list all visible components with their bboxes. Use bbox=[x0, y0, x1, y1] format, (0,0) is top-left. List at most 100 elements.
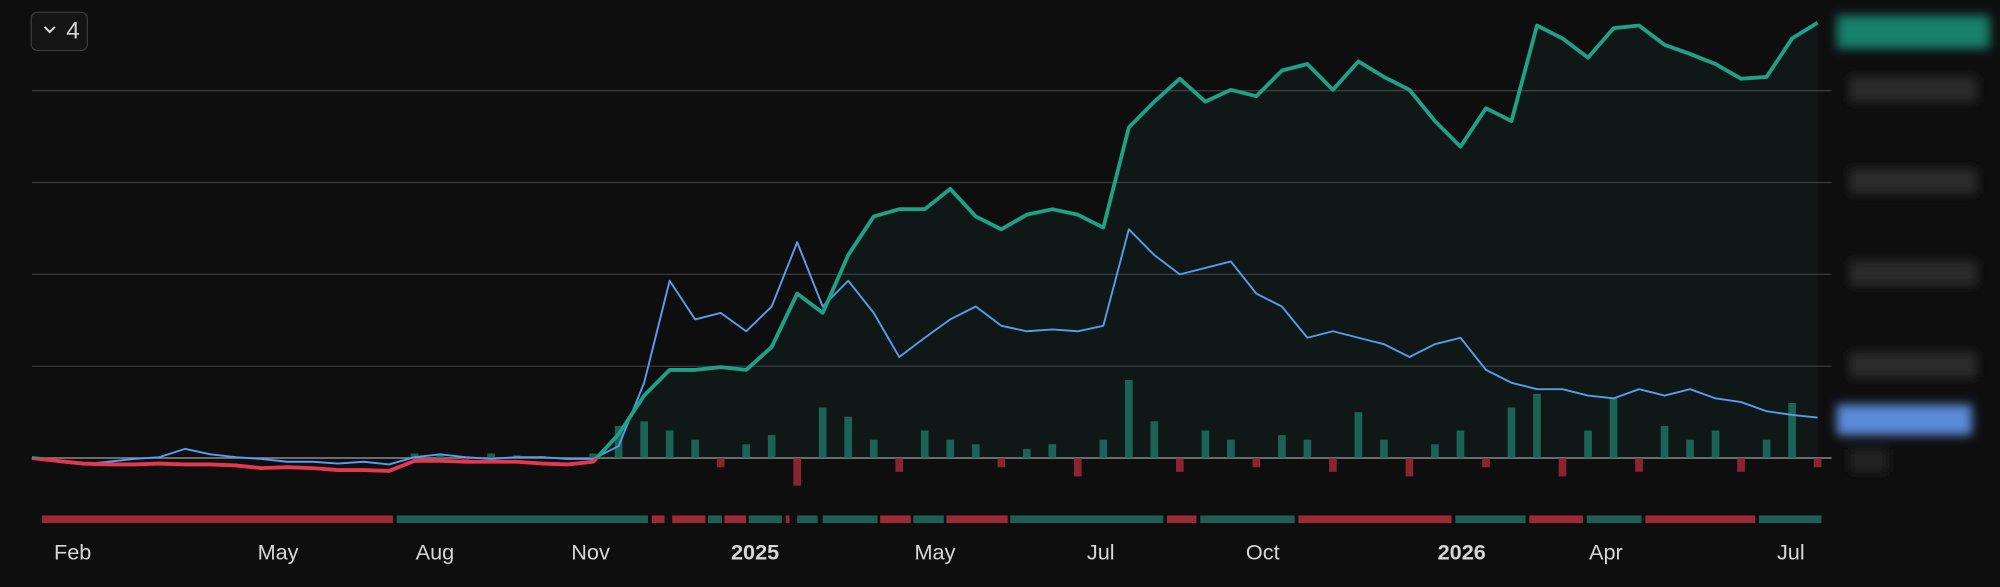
plot-area: Feb May Aug Nov 2025 May Jul Oct 2026 Apr Jul bbox=[31, 21, 1832, 564]
volume-bar bbox=[946, 439, 955, 459]
volume-bar bbox=[1278, 435, 1286, 459]
volume-bar bbox=[665, 430, 674, 459]
volume-bar bbox=[1533, 393, 1541, 459]
volume-bar bbox=[920, 430, 929, 459]
axis-label-blurred bbox=[1849, 352, 1978, 378]
volume-bar bbox=[1354, 412, 1363, 459]
x-tick-label: May bbox=[914, 539, 955, 564]
regime-band bbox=[822, 515, 878, 524]
regime-band bbox=[1167, 515, 1197, 524]
x-tick-label: Feb bbox=[54, 539, 91, 564]
volume-bar bbox=[997, 458, 1006, 468]
volume-bar bbox=[1609, 398, 1618, 459]
axis-label-blurred bbox=[1849, 449, 1888, 473]
volume-bar bbox=[869, 439, 878, 459]
volume-bar bbox=[1788, 402, 1796, 459]
x-tick-label: Oct bbox=[1246, 539, 1280, 564]
volume-bar bbox=[793, 458, 802, 486]
volume-bar bbox=[767, 435, 776, 459]
volume-bar bbox=[1201, 430, 1210, 459]
volume-bar bbox=[742, 444, 750, 459]
regime-band bbox=[785, 515, 790, 524]
regime-band bbox=[913, 515, 944, 524]
x-tick-label: 2026 bbox=[1438, 539, 1486, 564]
volume-bar bbox=[1482, 458, 1490, 468]
volume-bar bbox=[1456, 430, 1465, 459]
volume-bar bbox=[461, 458, 470, 461]
volume-bar bbox=[1150, 421, 1159, 459]
volume-bar bbox=[1303, 439, 1312, 459]
volume-bar bbox=[1762, 439, 1771, 459]
volume-bar bbox=[1380, 439, 1388, 459]
volume-bar bbox=[895, 458, 904, 472]
volume-bar bbox=[640, 421, 648, 459]
regime-band bbox=[1758, 515, 1822, 524]
volume-bar bbox=[1073, 458, 1082, 477]
regime-band bbox=[946, 515, 1008, 524]
volume-bar bbox=[1405, 458, 1414, 477]
regime-band bbox=[748, 515, 782, 524]
volume-bar bbox=[1176, 458, 1184, 472]
regime-band bbox=[1645, 515, 1756, 524]
volume-bar bbox=[844, 416, 853, 459]
volume-bar bbox=[1813, 458, 1822, 468]
volume-bar bbox=[1048, 444, 1057, 459]
line bbox=[31, 21, 1819, 459]
volume-bar bbox=[1635, 458, 1643, 472]
button-frame[interactable] bbox=[30, 11, 89, 52]
toolbar-button[interactable]: 4 bbox=[30, 11, 89, 52]
price-badge bbox=[1836, 15, 1990, 49]
x-tick-label: Jul bbox=[1087, 539, 1115, 564]
volume-bar bbox=[589, 453, 597, 459]
volume-bar bbox=[1329, 458, 1337, 472]
regime-band bbox=[1010, 515, 1164, 524]
axis-label-blurred bbox=[1849, 260, 1978, 286]
regime-band bbox=[1586, 515, 1642, 524]
x-tick-label: Nov bbox=[571, 539, 610, 564]
volume-bar bbox=[1558, 458, 1567, 477]
regime-band bbox=[651, 515, 665, 524]
x-tick-label: Jul bbox=[1777, 539, 1805, 564]
volume-bar bbox=[410, 453, 419, 459]
volume-bar bbox=[716, 458, 725, 468]
x-tick-label: Apr bbox=[1589, 539, 1623, 564]
button-count: 4 bbox=[66, 17, 79, 44]
x-tick-label: May bbox=[258, 539, 299, 564]
volume-bar bbox=[1711, 430, 1720, 459]
area-fill bbox=[31, 22, 1818, 459]
volume-bar bbox=[1099, 439, 1108, 459]
regime-band bbox=[1455, 515, 1526, 524]
volume-bar bbox=[1737, 458, 1745, 472]
volume-bar bbox=[1584, 430, 1592, 459]
volume-bar bbox=[1252, 458, 1261, 468]
regime-band bbox=[672, 515, 706, 524]
volume-bar bbox=[691, 439, 699, 459]
price-badge bbox=[1836, 404, 1972, 436]
regime-band bbox=[707, 515, 722, 524]
volume-bar bbox=[1022, 448, 1031, 459]
volume-bar bbox=[1507, 407, 1516, 459]
x-tick-label: 2025 bbox=[731, 539, 779, 564]
regime-band bbox=[724, 515, 747, 524]
axis-label-blurred bbox=[1849, 76, 1978, 103]
line-negative bbox=[31, 458, 600, 473]
volume-bar bbox=[1125, 379, 1133, 459]
axis-label-blurred bbox=[1849, 168, 1978, 195]
right-axis bbox=[1836, 15, 1990, 473]
x-tick-label: Aug bbox=[416, 539, 455, 564]
volume-bar bbox=[614, 425, 623, 459]
volume-bar bbox=[487, 453, 495, 459]
volume-bar bbox=[1686, 439, 1694, 459]
volume-bar bbox=[1660, 425, 1669, 459]
volume-bar bbox=[436, 454, 444, 459]
regime-band bbox=[1529, 515, 1583, 524]
chevron-icon bbox=[43, 26, 56, 34]
volume-bar bbox=[971, 444, 980, 459]
volume-bar bbox=[1431, 444, 1439, 459]
regime-band bbox=[1298, 515, 1452, 524]
regime-band bbox=[1200, 515, 1295, 524]
regime-band bbox=[42, 515, 393, 524]
regime-band bbox=[797, 515, 818, 524]
